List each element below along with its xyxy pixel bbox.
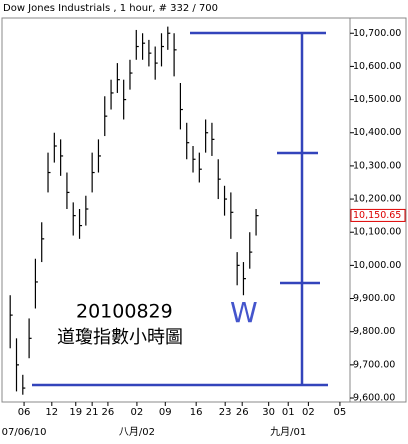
x-tick-label: 26 (236, 407, 249, 418)
y-tick-label: 10,200.00 (353, 194, 401, 205)
annotation: 20100829 (76, 301, 173, 323)
y-tick-label: 10,100.00 (353, 227, 401, 238)
y-tick-label: 10,500.00 (353, 94, 401, 105)
x-tick-label: 02 (302, 407, 315, 418)
drawn-lines (32, 31, 328, 387)
x-tick-label: 19 (69, 407, 82, 418)
x-tick-label: 30 (262, 407, 275, 418)
y-tick-label: 10,700.00 (353, 28, 401, 39)
x-tick-label: 23 (219, 407, 232, 418)
x-major-label: 九月/01 (270, 426, 306, 438)
y-tick-label: 10,400.00 (353, 127, 401, 138)
x-tick-label: 16 (190, 407, 203, 418)
x-tick-label: 01 (282, 407, 295, 418)
x-tick-label: 05 (334, 407, 347, 418)
x-tick-label: 12 (45, 407, 58, 418)
y-tick-label: 9,800.00 (353, 326, 395, 337)
x-tick-label: 02 (131, 407, 144, 418)
y-tick-label: 9,600.00 (353, 393, 395, 404)
axis-frame (349, 17, 407, 403)
chart-title: Dow Jones Industrials , 1 hour, # 332 / … (3, 3, 218, 14)
x-tick-label: 26 (102, 407, 115, 418)
y-tick-label: 9,700.00 (353, 359, 395, 370)
last-value-label: 10,150.65 (353, 210, 401, 221)
last-value-box (350, 208, 406, 222)
x-major-label: 07/06/10 (2, 427, 47, 438)
y-tick-label: 9,900.00 (353, 293, 395, 304)
annotation: W (230, 296, 258, 329)
x-tick-label: 09 (159, 407, 172, 418)
y-tick-label: 10,600.00 (353, 61, 401, 72)
x-major-label: 八月/02 (119, 426, 155, 438)
y-tick-label: 10,000.00 (353, 260, 401, 271)
y-tick-label: 10,300.00 (353, 160, 401, 171)
x-tick-label: 21 (86, 407, 99, 418)
x-tick-label: 06 (18, 407, 31, 418)
annotation: 道瓊指數小時圖 (57, 327, 183, 348)
